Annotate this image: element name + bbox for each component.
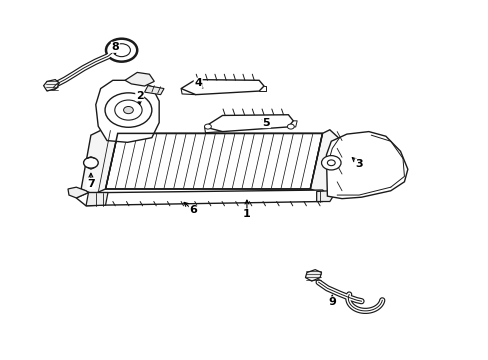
- Polygon shape: [310, 130, 339, 194]
- Text: 2: 2: [136, 91, 143, 101]
- Polygon shape: [86, 193, 108, 206]
- Polygon shape: [81, 128, 118, 194]
- Circle shape: [113, 44, 130, 57]
- Text: 4: 4: [194, 78, 202, 88]
- Polygon shape: [305, 270, 321, 281]
- Circle shape: [123, 107, 133, 114]
- Polygon shape: [125, 72, 154, 86]
- Text: 3: 3: [355, 159, 362, 169]
- Text: 6: 6: [189, 206, 197, 216]
- Circle shape: [321, 156, 340, 170]
- Text: 7: 7: [87, 179, 95, 189]
- Circle shape: [204, 124, 211, 129]
- Polygon shape: [43, 80, 59, 91]
- Circle shape: [106, 39, 137, 62]
- Text: 5: 5: [262, 118, 270, 128]
- Polygon shape: [76, 190, 329, 206]
- Polygon shape: [316, 191, 332, 202]
- Polygon shape: [144, 86, 163, 95]
- Polygon shape: [181, 80, 264, 95]
- Polygon shape: [204, 115, 293, 132]
- Circle shape: [287, 124, 294, 129]
- Text: 1: 1: [243, 209, 250, 219]
- Polygon shape: [105, 134, 322, 189]
- Text: 9: 9: [327, 297, 336, 307]
- Circle shape: [83, 157, 98, 168]
- Circle shape: [115, 100, 142, 120]
- Circle shape: [105, 93, 152, 127]
- Polygon shape: [326, 132, 407, 199]
- Circle shape: [327, 160, 334, 166]
- Text: 8: 8: [111, 42, 119, 52]
- Polygon shape: [96, 80, 159, 142]
- Polygon shape: [68, 187, 88, 198]
